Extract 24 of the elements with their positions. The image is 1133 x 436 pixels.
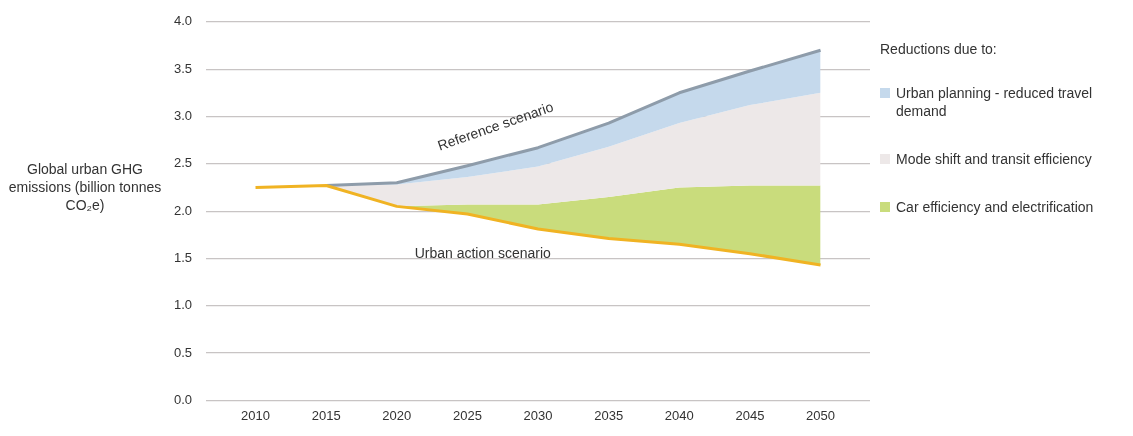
series-label: Urban action scenario bbox=[414, 245, 552, 262]
y-tick-label: 1.5 bbox=[173, 250, 193, 265]
legend-label: Mode shift and transit efficiency bbox=[896, 150, 1092, 168]
x-tick-label: 2025 bbox=[452, 407, 482, 423]
legend-label: Car efficiency and electrification bbox=[896, 198, 1094, 216]
x-tick-label: 2015 bbox=[311, 407, 341, 423]
y-tick-label: 3.5 bbox=[173, 60, 193, 76]
y-tick-label: 4.0 bbox=[173, 13, 193, 29]
y-tick-label: 0.5 bbox=[173, 344, 193, 360]
x-tick-label: 2035 bbox=[594, 407, 624, 423]
x-tick-label: 2030 bbox=[523, 407, 553, 423]
x-tick-label: 2040 bbox=[664, 407, 694, 423]
legend-label: Urban planning - reduced travel demand bbox=[896, 84, 1094, 120]
y-tick-label: 2.5 bbox=[173, 155, 193, 171]
legend-title: Reductions due to: bbox=[880, 40, 998, 58]
y-axis-title: Global urban GHG emissions (billion tonnes CO₂e) bbox=[7, 160, 163, 214]
x-tick-label: 2050 bbox=[806, 407, 836, 423]
y-tick-label: 3.0 bbox=[173, 108, 193, 124]
x-tick-label: 2010 bbox=[241, 407, 270, 423]
y-tick-label: 1.0 bbox=[173, 297, 193, 313]
y-tick-label: 0.0 bbox=[173, 391, 193, 407]
x-tick-label: 2045 bbox=[735, 407, 765, 423]
x-tick-label: 2020 bbox=[382, 407, 412, 423]
y-tick-label: 2.0 bbox=[173, 202, 193, 218]
